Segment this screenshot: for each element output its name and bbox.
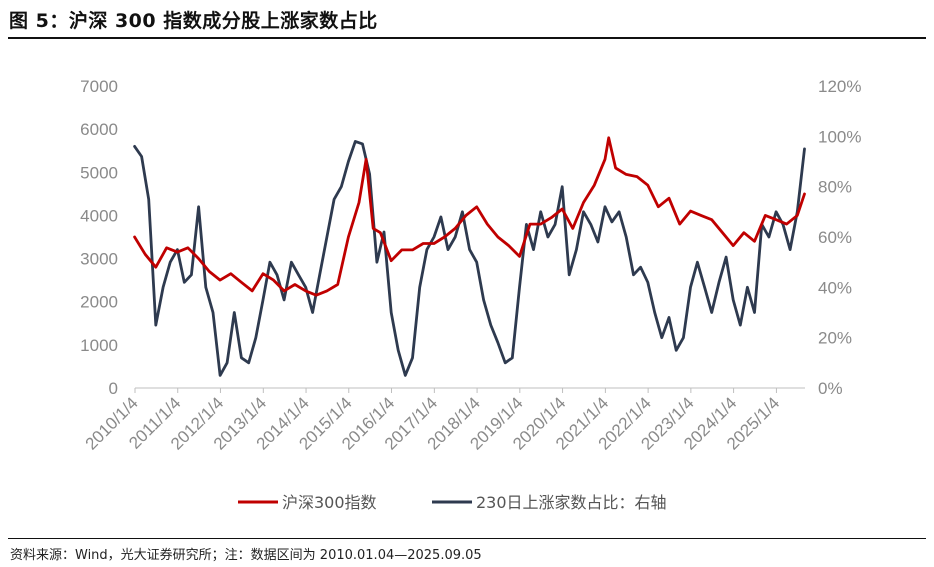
y-left-tick-label: 5000 [80, 163, 118, 182]
y-left-tick-label: 3000 [80, 250, 118, 269]
y-right-tick-label: 40% [818, 278, 852, 297]
y-right-tick-label: 80% [818, 178, 852, 197]
y-right-tick-label: 120% [818, 77, 861, 96]
series-line-csi300 [133, 136, 806, 297]
figure-title: 图 5：沪深 300 指数成分股上涨家数占比 [9, 10, 378, 32]
y-left-axis: 7000 6000 5000 4000 3000 2000 1000 0 [80, 77, 118, 398]
y-right-axis: 120% 100% 80% 60% 40% 20% 0% [818, 77, 861, 398]
y-left-tick-label: 1000 [80, 336, 118, 355]
y-right-tick-label: 20% [818, 329, 852, 348]
series-line-ratio [133, 139, 806, 377]
y-left-tick-label: 0 [109, 379, 118, 398]
x-axis: 2010/1/42011/1/42012/1/42013/1/42014/1/4… [82, 388, 783, 454]
legend: 沪深300指数 230日上涨家数占比：右轴 [238, 493, 667, 512]
y-right-tick-label: 0% [818, 379, 843, 398]
y-left-tick-label: 6000 [80, 120, 118, 139]
legend-label-csi300: 沪深300指数 [282, 493, 377, 512]
series-layer [133, 136, 806, 377]
y-left-tick-label: 7000 [80, 77, 118, 96]
legend-label-ratio: 230日上涨家数占比：右轴 [476, 493, 667, 512]
top-rule [8, 37, 926, 39]
y-right-tick-label: 100% [818, 127, 861, 146]
y-left-tick-label: 2000 [80, 293, 118, 312]
source-note: 资料来源：Wind，光大证券研究所；注：数据区间为 2010.01.04—202… [10, 548, 482, 563]
bottom-rule [8, 538, 926, 539]
y-right-tick-label: 60% [818, 228, 852, 247]
y-left-tick-label: 4000 [80, 206, 118, 225]
